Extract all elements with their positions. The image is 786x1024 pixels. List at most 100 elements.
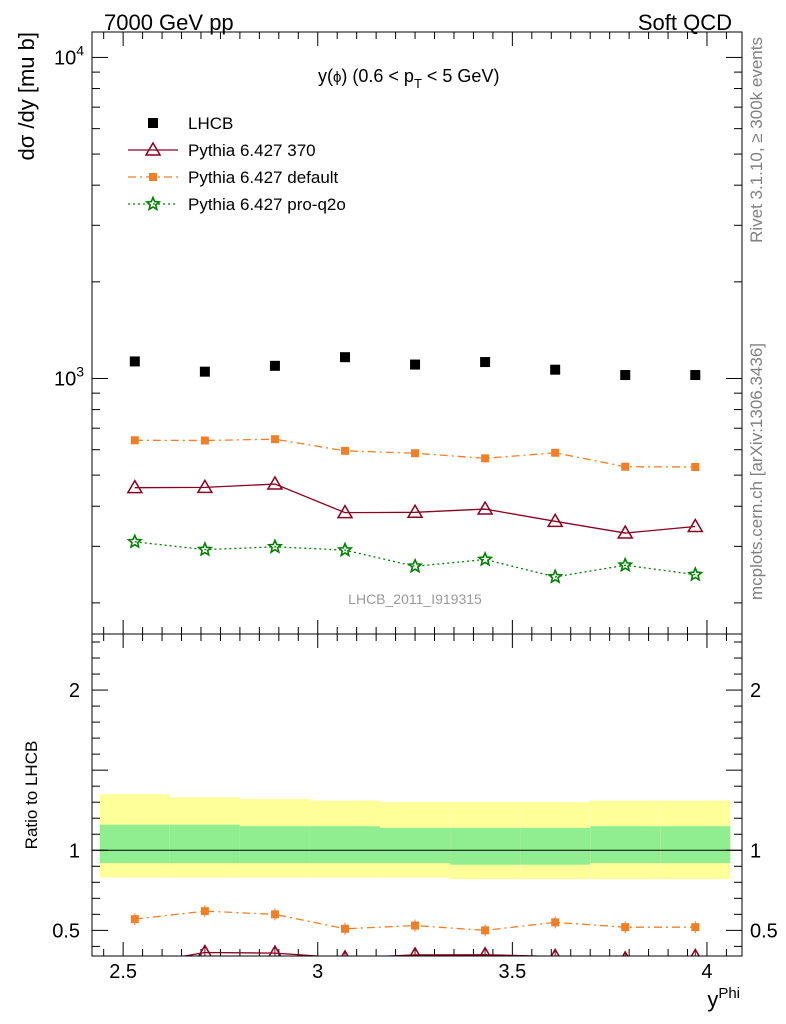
data-point-2-5 (481, 454, 490, 463)
ratio-point-1-1 (197, 943, 212, 956)
svg-text:y(ϕ) (0.6 < pT < 5 GeV): y(ϕ) (0.6 < pT < 5 GeV) (318, 66, 499, 91)
band-inner (520, 827, 591, 865)
series-line-1 (134, 483, 696, 534)
data-point-2-1 (200, 436, 209, 445)
ratio-tick-label-right: 2 (750, 680, 761, 702)
data-point-0-8 (690, 370, 701, 381)
ratio-point-1-5 (479, 946, 491, 956)
legend-marker-3 (144, 195, 162, 212)
data-point-0-0 (129, 356, 140, 367)
data-point-0-6 (550, 364, 561, 375)
ratio-tick-label-left: 0.5 (52, 920, 80, 942)
data-point-1-0 (126, 479, 144, 494)
ratio-point-2-8 (691, 923, 700, 932)
svg-text:yPhi: yPhi (707, 985, 740, 1012)
data-point-3-5 (476, 550, 494, 567)
axes: 2.5 3 3.5 4 103 104 0.5 0.5 1 1 2 2 (52, 32, 778, 983)
band-inner (380, 827, 451, 864)
ratio-point-2-2 (270, 910, 279, 919)
data-point-1-6 (546, 512, 564, 528)
data-point-1-2 (266, 475, 284, 490)
data-point-1-1 (196, 478, 214, 494)
x-tick-label: 3.5 (498, 961, 526, 983)
ratio-tick-label-right: 0.5 (750, 920, 778, 942)
data-point-0-3 (339, 352, 350, 363)
legend-marker-0 (148, 118, 158, 128)
data-point-0-7 (620, 370, 631, 381)
ratio-point-2-6 (551, 918, 560, 927)
band-inner (239, 826, 310, 864)
ratio-point-2-4 (411, 921, 420, 930)
ratio-point-1-6 (550, 947, 560, 956)
ratio-point-2-7 (621, 923, 630, 932)
ratio-point-1-8 (690, 947, 700, 956)
band-inner (169, 824, 240, 864)
data-point-0-5 (480, 357, 491, 368)
legend-label-2: Pythia 6.427 default (188, 168, 339, 187)
data-point-3-0 (126, 533, 143, 549)
data-point-0-1 (199, 366, 210, 377)
data-point-2-2 (270, 435, 279, 444)
legend-marker-2 (149, 173, 157, 181)
data-point-3-6 (547, 568, 564, 584)
data-point-1-4 (406, 503, 424, 519)
plot-title: y(ϕ) (0.6 < pT < 5 GeV) (318, 66, 499, 91)
main-series (126, 352, 704, 584)
band-inner (99, 824, 170, 864)
data-point-3-4 (406, 557, 424, 574)
band-inner (309, 826, 381, 864)
data-point-3-1 (196, 540, 214, 557)
rivet-label: Rivet 3.1.10, ≥ 300k events (747, 37, 766, 243)
data-point-2-7 (621, 462, 630, 471)
data-point-3-7 (617, 556, 634, 573)
ratio-frame (91, 633, 743, 957)
ratio-point-2-0 (130, 915, 139, 924)
band-inner (590, 826, 661, 864)
legend-label-3: Pythia 6.427 pro-q2o (188, 195, 346, 214)
analysis-watermark: LHCB_2011_I919315 (348, 591, 482, 607)
data-point-2-0 (130, 436, 139, 445)
ratio-line-3 (135, 966, 695, 974)
y-tick-label: 104 (54, 42, 84, 69)
ratio-point-3-4 (409, 966, 421, 978)
data-point-2-3 (340, 446, 349, 455)
data-point-0-2 (269, 360, 280, 371)
data-point-3-2 (266, 538, 284, 554)
data-point-1-3 (336, 504, 354, 519)
ratio-point-2-3 (340, 924, 349, 933)
ratio-tick-label-right: 1 (750, 840, 761, 862)
ratio-tick-label-left: 2 (69, 680, 80, 702)
ratio-point-2-1 (200, 907, 209, 916)
data-point-2-6 (551, 448, 560, 457)
x-axis-label: yPhi (707, 985, 740, 1012)
data-point-0-4 (410, 359, 421, 370)
data-point-2-4 (411, 449, 420, 458)
band-inner (450, 827, 521, 865)
y-tick-label: 103 (54, 363, 84, 390)
ratio-point-1-4 (409, 946, 421, 956)
ratio-tick-label-left: 1 (69, 840, 80, 862)
ratio-axis-label: Ratio to LHCB (22, 741, 41, 850)
series-line-2 (134, 438, 696, 468)
ratio-point-3-6 (549, 967, 561, 979)
legend-label-0: LHCB (188, 114, 233, 133)
mcplots-label: mcplots.cern.ch [arXiv:1306.3436] (747, 343, 766, 600)
data-point-1-5 (476, 500, 494, 515)
data-point-1-8 (686, 517, 704, 533)
legend-marker-1 (144, 141, 162, 156)
uncertainty-bands (99, 794, 731, 880)
y-axis-label: dσ /dy [mu b] (14, 32, 39, 161)
ratio-series (130, 905, 701, 979)
ratio-point-3-2 (269, 961, 281, 973)
frames (91, 31, 743, 957)
x-tick-label: 2.5 (109, 961, 137, 983)
x-tick-label: 3 (312, 961, 323, 983)
ratio-point-3-3 (339, 964, 351, 976)
ratio-point-3-7 (619, 962, 631, 974)
ratio-point-2-5 (481, 926, 490, 935)
data-point-2-8 (691, 463, 700, 472)
data-point-3-3 (336, 541, 354, 558)
band-inner (660, 826, 731, 864)
ratio-point-3-8 (689, 966, 701, 978)
